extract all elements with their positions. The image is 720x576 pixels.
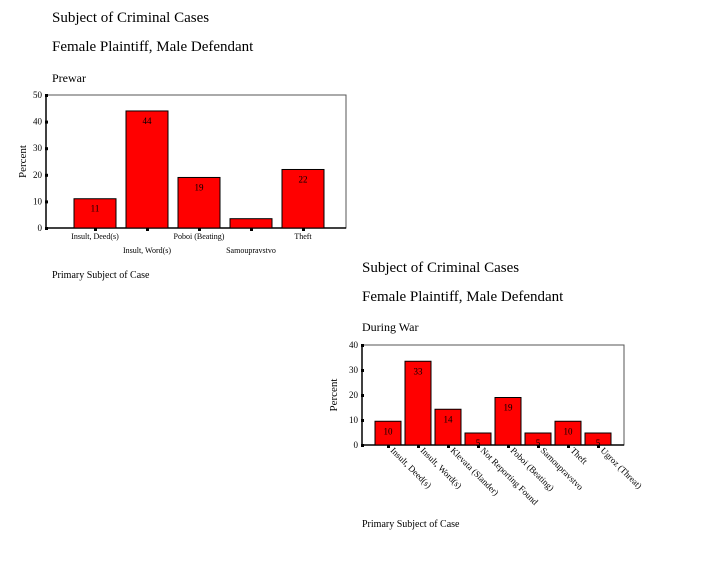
chart1-x-tick-label: Insult, Deed(s) (71, 232, 119, 241)
chart2-y-tick-label: 0 (354, 440, 359, 450)
chart1-y-tick (45, 227, 48, 230)
chart1-x-tick-label: Samoupravstvo (226, 246, 276, 255)
chart2-x-tick (477, 445, 480, 448)
chart2-data-label: 10 (384, 426, 394, 436)
chart1-subtitle: Female Plaintiff, Male Defendant (52, 39, 254, 55)
chart1-x-tick (302, 228, 305, 231)
chart1-y-tick (45, 147, 48, 151)
chart2-data-label: 10 (564, 426, 574, 436)
chart2-y-tick-label: 40 (349, 340, 359, 350)
chart2-data-label: 5 (536, 438, 541, 448)
chart2-y-tick (361, 369, 364, 372)
chart2-x-tick-label: Ugroz (Threat) (599, 445, 644, 490)
chart1-y-tick (45, 120, 48, 124)
chart1-y-tick (45, 173, 48, 177)
chart1-ylabel: Percent (17, 145, 29, 178)
chart1-y-tick-label: 0 (38, 223, 43, 233)
chart1-y-tick-label: 50 (33, 90, 43, 100)
chart2-data-label: 33 (414, 366, 424, 376)
chart2-subtitle: Female Plaintiff, Male Defendant (362, 289, 564, 305)
chart1-x-tick (94, 228, 97, 231)
chart1-data-label: 44 (143, 116, 153, 126)
chart2-y-tick-label: 20 (349, 390, 359, 400)
chart2-data-label: 19 (504, 403, 514, 413)
chart1-x-tick-label: Poboi (Beating) (174, 232, 225, 241)
chart2-x-tick (567, 445, 570, 448)
chart1-data-label: 22 (299, 174, 308, 184)
chart2-bar (494, 397, 522, 446)
chart1-data-label: 19 (195, 182, 205, 192)
chart1-x-tick-label: Theft (294, 232, 312, 241)
chart1-data-label: 11 (91, 204, 100, 214)
chart1-y-tick-label: 10 (33, 196, 43, 206)
chart2-x-tick (387, 445, 390, 448)
chart1-x-tick (146, 228, 149, 231)
chart1-bar (125, 110, 169, 229)
chart1-bar (229, 218, 273, 229)
chart2-data-label: 5 (476, 438, 481, 448)
chart1-y-tick-label: 30 (33, 143, 43, 153)
chart1-x-tick (198, 228, 201, 231)
chart2-ylabel: Percent (328, 379, 340, 412)
chart2-data-label: 5 (596, 438, 601, 448)
chart1-panel-title: Prewar (52, 71, 86, 85)
chart1-title: Subject of Criminal Cases (52, 10, 210, 26)
chart2-x-tick (597, 445, 600, 448)
chart1-y-tick-label: 20 (33, 170, 43, 180)
chart1-x-tick-label: Insult, Word(s) (123, 246, 171, 255)
chart2-y-tick-label: 30 (349, 365, 359, 375)
chart1-bar (177, 176, 221, 229)
chart1-bar (281, 168, 325, 229)
chart2-x-tick-label: Theft (569, 445, 590, 466)
chart2-y-tick (361, 344, 364, 347)
chart2-panel-title: During War (362, 320, 419, 334)
chart1-y-tick-label: 40 (33, 117, 43, 127)
chart2-bar (434, 408, 462, 446)
chart2-xlabel: Primary Subject of Case (362, 519, 460, 530)
chart1-bar (73, 198, 117, 229)
chart1-y-tick (45, 200, 48, 204)
chart2-x-tick (417, 445, 420, 448)
chart1-x-tick (250, 228, 253, 231)
chart2-title: Subject of Criminal Cases (362, 260, 520, 276)
chart2-data-label: 14 (444, 414, 454, 424)
chart2-y-tick (361, 444, 364, 447)
chart1-y-tick (45, 94, 48, 97)
chart2-x-tick (537, 445, 540, 448)
chart1-xlabel: Primary Subject of Case (52, 270, 150, 281)
chart2-y-tick-label: 10 (349, 415, 359, 425)
chart2-y-tick (361, 419, 364, 422)
chart2-x-tick (447, 445, 450, 448)
chart2-y-tick (361, 394, 364, 397)
chart2-x-tick (507, 445, 510, 448)
